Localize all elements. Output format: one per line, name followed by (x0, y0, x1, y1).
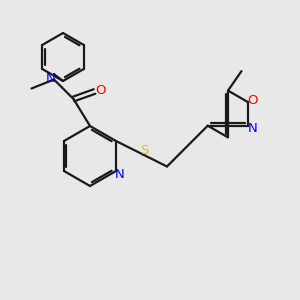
Text: N: N (46, 71, 55, 85)
Text: O: O (247, 94, 258, 107)
Text: N: N (115, 167, 125, 181)
Text: S: S (140, 144, 148, 157)
Text: O: O (95, 84, 106, 98)
Text: N: N (248, 122, 257, 135)
